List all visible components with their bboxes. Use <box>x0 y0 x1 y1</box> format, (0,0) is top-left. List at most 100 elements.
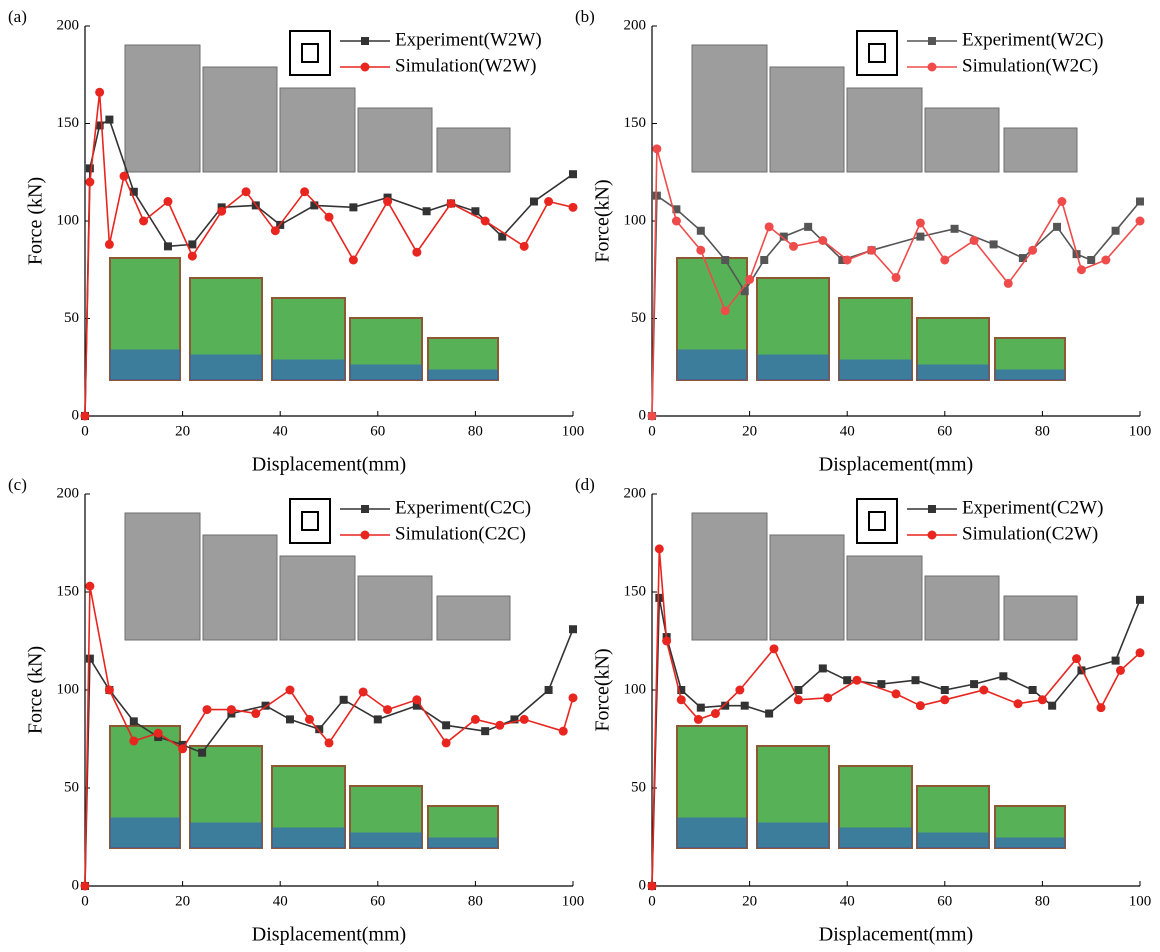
marker-square <box>765 710 773 718</box>
x-tick-label: 60 <box>370 893 385 909</box>
marker-circle <box>481 217 490 226</box>
marker-circle <box>188 252 197 261</box>
marker-circle <box>569 693 578 702</box>
marker-circle <box>305 715 314 724</box>
marker-circle <box>154 729 163 738</box>
inset-photo <box>847 88 922 172</box>
x-axis-label: Displacement(mm) <box>252 924 406 946</box>
marker-square <box>1112 657 1120 665</box>
marker-circle <box>520 242 529 251</box>
marker-circle <box>203 705 212 714</box>
marker-circle <box>970 236 979 245</box>
marker-square <box>916 233 924 241</box>
inset-photo <box>358 576 432 640</box>
marker-square <box>721 256 729 264</box>
marker-square <box>697 704 705 712</box>
marker-circle <box>129 736 138 745</box>
y-tick-label: 50 <box>631 310 646 326</box>
x-axis-label: Displacement(mm) <box>252 454 406 476</box>
marker-circle <box>818 236 827 245</box>
x-tick-label: 60 <box>370 423 385 439</box>
inset-fe-band <box>350 833 422 849</box>
marker-circle <box>677 695 686 704</box>
marker-circle <box>242 187 251 196</box>
marker-square <box>340 696 348 704</box>
y-axis-label: Force(kN) <box>592 179 614 262</box>
legend-label: Experiment(C2W) <box>962 497 1103 518</box>
y-tick-label: 150 <box>57 583 80 599</box>
marker-circle <box>383 197 392 206</box>
marker-circle <box>979 686 988 695</box>
marker-square <box>741 702 749 710</box>
inset-photo <box>125 45 200 172</box>
legend-marker <box>928 63 937 72</box>
x-tick-label: 60 <box>937 423 952 439</box>
marker-square <box>164 242 172 250</box>
y-tick-label: 150 <box>624 115 647 131</box>
legend-marker <box>361 63 370 72</box>
marker-circle <box>672 217 681 226</box>
inset-fe-band <box>995 838 1065 849</box>
marker-square <box>569 625 577 633</box>
y-tick-label: 50 <box>64 779 79 795</box>
marker-square <box>442 721 450 729</box>
marker-circle <box>163 197 172 206</box>
inset-fe-band <box>677 818 747 849</box>
marker-square <box>697 227 705 235</box>
inset-photo <box>925 108 999 172</box>
marker-square <box>198 749 206 757</box>
y-tick-label: 100 <box>624 212 647 228</box>
inset-fe-band <box>917 365 989 381</box>
legend-label: Experiment(W2W) <box>395 29 542 50</box>
x-tick-label: 80 <box>1035 423 1050 439</box>
marker-circle <box>794 695 803 704</box>
y-axis-label: Force (kN) <box>25 177 47 265</box>
y-tick-label: 150 <box>57 115 80 131</box>
x-tick-label: 40 <box>273 423 288 439</box>
y-tick-label: 50 <box>64 310 79 326</box>
marker-square <box>804 223 812 231</box>
marker-square <box>530 198 538 206</box>
marker-square <box>545 686 553 694</box>
x-tick-label: 0 <box>81 423 89 439</box>
marker-circle <box>251 709 260 718</box>
marker-square <box>1029 686 1037 694</box>
x-tick-label: 100 <box>562 423 585 439</box>
inset-photo <box>125 513 200 640</box>
y-tick-label: 0 <box>72 877 80 893</box>
inset-photo <box>847 556 922 640</box>
y-tick-label: 150 <box>624 583 647 599</box>
marker-circle <box>271 226 280 235</box>
y-tick-label: 100 <box>57 681 80 697</box>
inset-photo <box>203 67 277 172</box>
inset-photo <box>1004 128 1077 172</box>
inset-fe-band <box>757 355 829 381</box>
marker-square <box>1053 223 1061 231</box>
marker-circle <box>359 687 368 696</box>
y-tick-label: 200 <box>57 485 80 501</box>
x-tick-label: 100 <box>1129 423 1152 439</box>
marker-square <box>912 676 920 684</box>
inset-photo <box>692 513 767 640</box>
x-tick-label: 0 <box>81 893 89 909</box>
y-tick-label: 100 <box>624 681 647 697</box>
legend-marker <box>928 37 936 45</box>
panel-label: (c) <box>8 475 27 494</box>
legend-marker <box>361 531 370 540</box>
inset-fe-band <box>428 838 498 849</box>
y-tick-label: 50 <box>631 779 646 795</box>
marker-circle <box>655 544 664 553</box>
marker-circle <box>227 705 236 714</box>
inset-fe-band <box>839 828 912 849</box>
inset-photo <box>437 128 510 172</box>
marker-circle <box>789 242 798 251</box>
inset-fe-band <box>428 370 498 381</box>
x-tick-label: 60 <box>937 893 952 909</box>
marker-circle <box>520 715 529 724</box>
legend-marker <box>928 531 937 540</box>
inset-photo <box>437 596 510 640</box>
x-tick-label: 20 <box>175 893 190 909</box>
legend-marker <box>361 37 369 45</box>
inset-photo <box>203 535 277 640</box>
inset-fe-band <box>757 823 829 849</box>
